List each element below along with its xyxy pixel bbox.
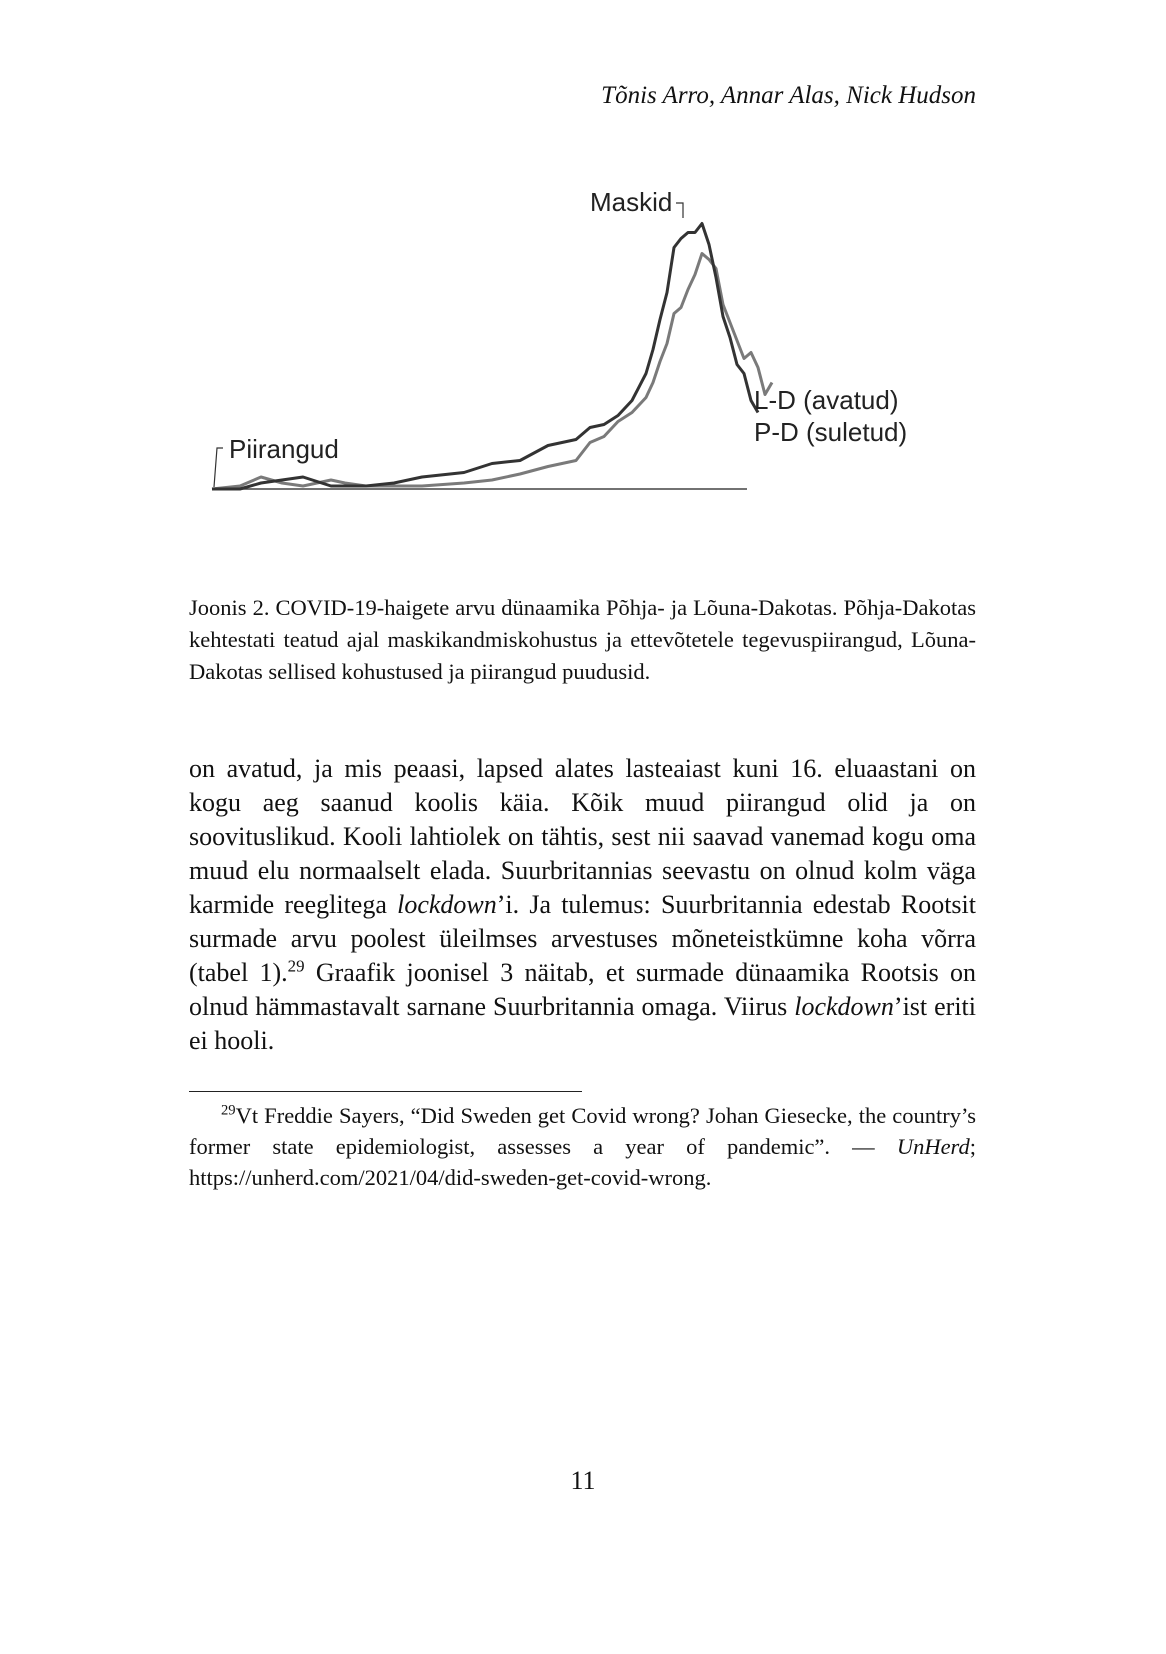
body-text: on avatud, ja mis peaasi, lapsed alates … [189,752,976,1058]
footnote-source: UnHerd [896,1134,970,1159]
series-line-ld [211,252,774,491]
footnote: 29Vt Freddie Sayers, “Did Sweden get Cov… [189,1100,976,1193]
legend-series-pd: P-D (suletud) [754,417,907,447]
line-chart: Maskid Piirangud L-D (avatud) P-D (sulet… [211,187,907,491]
body-part-2: ’i. Ja tulemus: Suurbritannia edestab Ro… [189,890,976,987]
footnote-text-1: Vt Freddie Sayers, “Did Sweden get Covid… [189,1103,976,1159]
page-number: 11 [570,1466,596,1495]
term-lockdown-1: lockdown [397,890,497,919]
figure-caption: Joonis 2. COVID-19-haigete arvu dünaamik… [189,592,976,688]
body-part-3: Graafik joonisel 3 näitab, et surmade dü… [189,958,976,1021]
annotation-maskid: Maskid [590,187,672,217]
series-line-pd [212,222,760,491]
legend-series-ld: L-D (avatud) [754,385,899,415]
footnote-reference[interactable]: 29 [287,956,305,976]
caption-text: Joonis 2. COVID-19-haigete arvu dünaamik… [189,595,976,684]
body-part-1: on avatud, ja mis peaasi, lapsed alates … [189,754,976,919]
footnote-number: 29 [221,1102,236,1119]
term-lockdown-2: lockdown [794,992,894,1021]
chart-figure: Maskid Piirangud L-D (avatud) P-D (sulet… [180,180,980,540]
footnote-text-2[interactable]: ; https://unherd.com/2021/04/did-sweden-… [189,1134,976,1190]
series-layer [211,222,774,491]
footnote-divider [189,1091,582,1092]
running-head: Tõnis Arro, Annar Alas, Nick Hudson [601,82,976,109]
annotation-piirangud-leader [213,447,223,488]
annotation-piirangud: Piirangud [229,434,339,464]
annotation-maskid-leader [676,202,684,218]
body-paragraph: on avatud, ja mis peaasi, lapsed alates … [189,752,976,1058]
body-part-4: ’ist eriti ei hooli. [189,992,976,1055]
footnote-paragraph: 29Vt Freddie Sayers, “Did Sweden get Cov… [189,1100,976,1193]
